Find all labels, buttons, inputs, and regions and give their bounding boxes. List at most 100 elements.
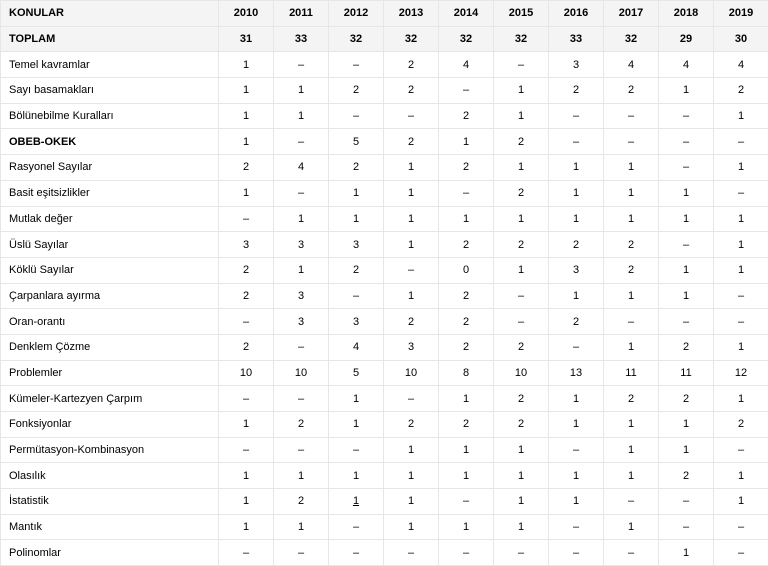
- header-year: 2011: [274, 1, 329, 27]
- header-year: 2014: [439, 1, 494, 27]
- cell-value: 1: [494, 489, 549, 515]
- cell-value: –: [549, 514, 604, 540]
- cell-value: 1: [604, 206, 659, 232]
- cell-value: 1: [384, 180, 439, 206]
- cell-value: –: [329, 514, 384, 540]
- header-year: 2019: [714, 1, 768, 27]
- cell-value: 3: [219, 232, 274, 258]
- cell-value: 3: [329, 232, 384, 258]
- cell-value: –: [439, 540, 494, 566]
- cell-value: 2: [659, 463, 714, 489]
- cell-value: –: [714, 437, 768, 463]
- cell-value: 2: [219, 334, 274, 360]
- row-label: Çarpanlara ayırma: [1, 283, 219, 309]
- cell-value: 2: [439, 412, 494, 438]
- cell-value: 3: [384, 334, 439, 360]
- cell-value: 2: [439, 155, 494, 181]
- cell-value: 2: [219, 155, 274, 181]
- cell-value: 1: [714, 103, 768, 129]
- table-row: Rasyonel Sayılar24212111–1: [1, 155, 768, 181]
- cell-value: 1: [384, 232, 439, 258]
- cell-value: 1: [274, 78, 329, 104]
- cell-value: 1: [549, 283, 604, 309]
- table-row: Mantık11–111–1––: [1, 514, 768, 540]
- cell-value: 1: [549, 180, 604, 206]
- cell-value: 1: [714, 386, 768, 412]
- cell-value: 1: [659, 437, 714, 463]
- table-row: Üslü Sayılar33312222–1: [1, 232, 768, 258]
- row-label: Sayı basamakları: [1, 78, 219, 104]
- cell-value: –: [714, 129, 768, 155]
- cell-value: –: [329, 437, 384, 463]
- cell-value: 1: [714, 155, 768, 181]
- cell-value: –: [219, 540, 274, 566]
- cell-value: 5: [329, 129, 384, 155]
- cell-value: 0: [439, 257, 494, 283]
- cell-value: 3: [329, 309, 384, 335]
- cell-value: 1: [274, 463, 329, 489]
- cell-value: 1: [274, 257, 329, 283]
- table-row: İstatistik1211–11––1: [1, 489, 768, 515]
- cell-value: 29: [659, 26, 714, 52]
- cell-value: 1: [439, 463, 494, 489]
- cell-value: –: [439, 78, 494, 104]
- cell-value: 2: [549, 309, 604, 335]
- cell-value: 3: [274, 309, 329, 335]
- cell-value: 1: [439, 437, 494, 463]
- cell-value: 1: [219, 103, 274, 129]
- cell-value: 1: [659, 412, 714, 438]
- cell-value: 1: [659, 180, 714, 206]
- cell-value: 1: [494, 463, 549, 489]
- cell-value: 1: [714, 334, 768, 360]
- cell-value: –: [714, 180, 768, 206]
- row-label: Fonksiyonlar: [1, 412, 219, 438]
- table-body: TOPLAM31333232323233322930Temel kavramla…: [1, 26, 768, 565]
- cell-value: 10: [219, 360, 274, 386]
- cell-value: 1: [219, 489, 274, 515]
- cell-value: 1: [219, 514, 274, 540]
- cell-value: 2: [329, 257, 384, 283]
- cell-value: 1: [549, 386, 604, 412]
- cell-value: –: [384, 257, 439, 283]
- cell-value: 1: [714, 463, 768, 489]
- cell-value: –: [274, 437, 329, 463]
- cell-value: 33: [274, 26, 329, 52]
- header-year: 2017: [604, 1, 659, 27]
- cell-value: –: [659, 514, 714, 540]
- cell-value: 2: [384, 78, 439, 104]
- cell-value: 1: [274, 206, 329, 232]
- cell-value: –: [549, 437, 604, 463]
- cell-value: –: [714, 514, 768, 540]
- cell-value: –: [494, 283, 549, 309]
- cell-value: 2: [714, 412, 768, 438]
- cell-value: –: [219, 206, 274, 232]
- cell-value: 1: [714, 489, 768, 515]
- cell-value: –: [604, 540, 659, 566]
- table-row: Permütasyon-Kombinasyon–––111–11–: [1, 437, 768, 463]
- header-year: 2010: [219, 1, 274, 27]
- cell-value: –: [659, 103, 714, 129]
- cell-value: 2: [384, 52, 439, 78]
- row-label: Rasyonel Sayılar: [1, 155, 219, 181]
- cell-value: –: [439, 180, 494, 206]
- cell-value: 2: [494, 334, 549, 360]
- cell-value: 1: [219, 52, 274, 78]
- cell-value: –: [219, 309, 274, 335]
- cell-value: 1: [329, 180, 384, 206]
- row-label: Problemler: [1, 360, 219, 386]
- row-label: Köklü Sayılar: [1, 257, 219, 283]
- cell-value: 4: [604, 52, 659, 78]
- cell-value: 1: [549, 155, 604, 181]
- data-table: KONULAR 2010 2011 2012 2013 2014 2015 20…: [0, 0, 768, 566]
- cell-value: 10: [384, 360, 439, 386]
- cell-value: –: [274, 129, 329, 155]
- cell-value: 1: [384, 489, 439, 515]
- table-row: Sayı basamakları1122–12212: [1, 78, 768, 104]
- cell-value: 1: [494, 514, 549, 540]
- table-row: Kümeler-Kartezyen Çarpım––1–121221: [1, 386, 768, 412]
- cell-value: 1: [549, 489, 604, 515]
- cell-value: –: [329, 103, 384, 129]
- cell-value: 2: [329, 78, 384, 104]
- cell-value: 1: [549, 463, 604, 489]
- cell-value: –: [329, 540, 384, 566]
